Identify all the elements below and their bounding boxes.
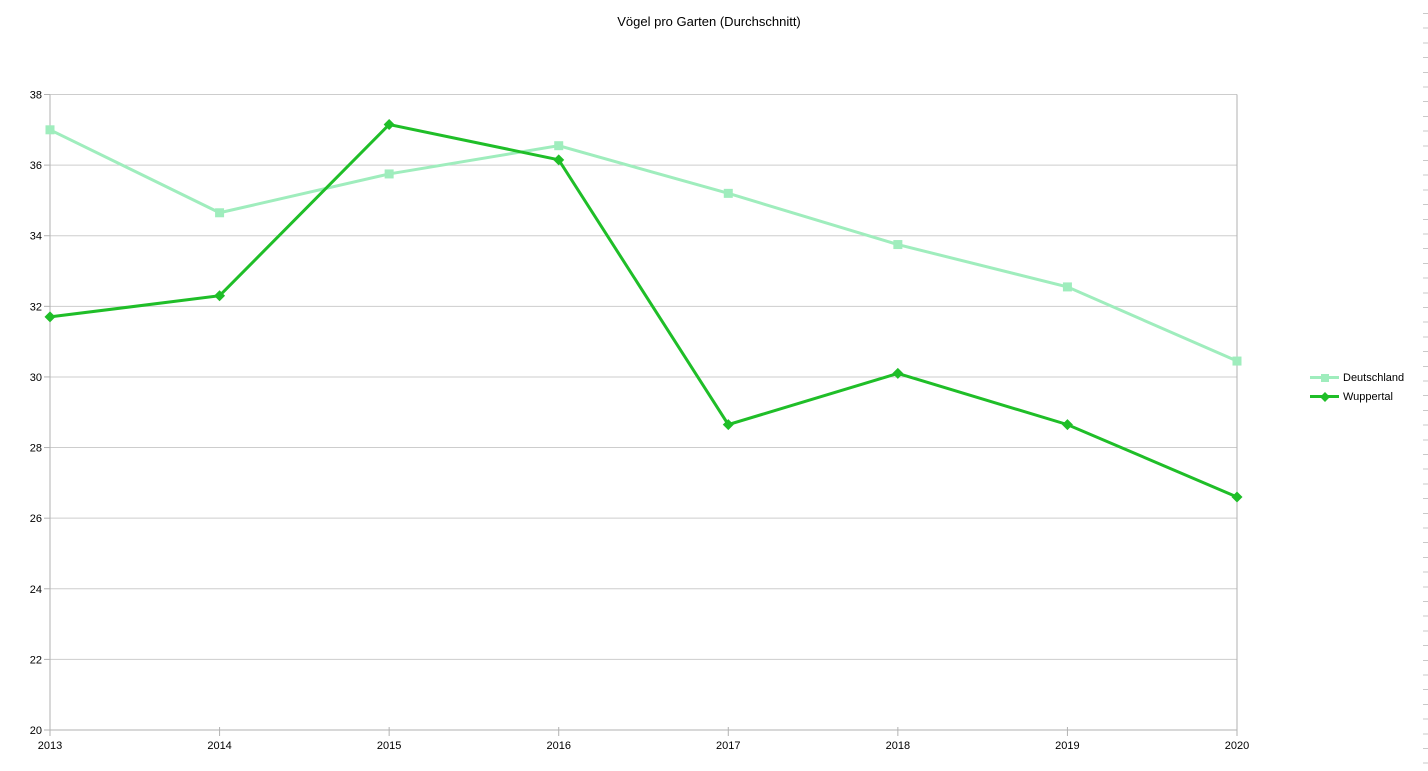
data-marker-square (45, 125, 55, 135)
y-axis-label: 24 (30, 584, 42, 596)
y-axis-label: 32 (30, 301, 42, 313)
y-axis-label: 26 (30, 513, 42, 525)
data-marker-diamond (1061, 419, 1073, 431)
legend-line-sample (1310, 373, 1339, 382)
data-marker-square (384, 169, 394, 179)
data-marker-square (554, 141, 564, 151)
spreadsheet-row-ticks (1423, 13, 1428, 771)
y-axis-label: 28 (30, 443, 42, 455)
data-marker-square (1062, 282, 1072, 292)
x-axis-label: 2019 (1055, 740, 1079, 752)
y-axis-label: 38 (30, 90, 42, 102)
data-marker-square (1232, 356, 1242, 366)
x-axis-label: 2017 (716, 740, 740, 752)
legend-diamond-marker-icon (1319, 391, 1330, 402)
x-axis-label: 2015 (377, 740, 401, 752)
legend-item-deutschland: Deutschland (1310, 368, 1404, 387)
legend-item-wuppertal: Wuppertal (1310, 387, 1404, 406)
legend-label-wuppertal: Wuppertal (1343, 390, 1393, 403)
series-line-wuppertal (49, 122, 1238, 499)
legend-line-sample (1310, 391, 1339, 402)
data-marker-diamond (214, 290, 226, 302)
x-axis-label: 2014 (207, 740, 231, 752)
data-marker-diamond (383, 119, 395, 131)
y-axis-label: 20 (30, 725, 42, 737)
data-marker-diamond (1231, 491, 1243, 503)
data-marker-square (893, 240, 903, 250)
y-axis-label: 30 (30, 372, 42, 384)
data-marker-diamond (722, 419, 734, 431)
y-axis-label: 36 (30, 160, 42, 172)
data-marker-diamond (44, 311, 56, 323)
legend-label-deutschland: Deutschland (1343, 371, 1405, 384)
legend-square-marker-icon (1320, 373, 1329, 382)
data-marker-square (723, 188, 733, 198)
data-marker-square (215, 208, 225, 218)
y-axis-label: 22 (30, 654, 42, 666)
data-marker-diamond (892, 367, 904, 379)
x-axis-label: 2020 (1225, 740, 1249, 752)
chart-title: Vögel pro Garten (Durchschnitt) (617, 14, 801, 29)
x-axis-label: 2016 (546, 740, 570, 752)
x-axis-label: 2018 (886, 740, 910, 752)
x-axis-label: 2013 (38, 740, 62, 752)
series-line-deutschland (49, 128, 1238, 363)
legend: Deutschland Wuppertal (1310, 368, 1404, 406)
y-axis-label: 34 (30, 231, 42, 243)
data-marker-diamond (553, 154, 565, 166)
